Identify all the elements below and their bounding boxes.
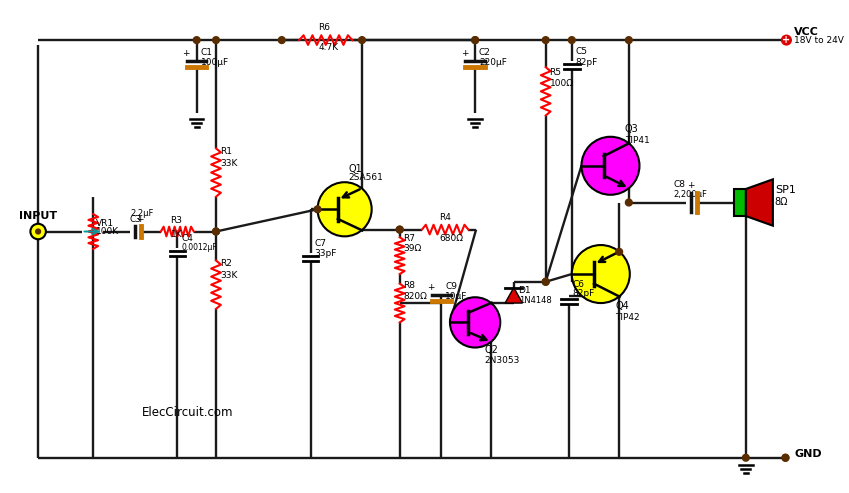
Text: R2: R2 (220, 259, 232, 268)
Text: C7: C7 (315, 239, 327, 248)
Circle shape (396, 226, 403, 233)
Text: Q3: Q3 (625, 124, 638, 134)
Text: 33K: 33K (220, 271, 237, 280)
Circle shape (782, 455, 789, 461)
Circle shape (782, 455, 789, 461)
Circle shape (472, 36, 479, 43)
Circle shape (396, 226, 403, 233)
Text: +: + (687, 181, 694, 190)
Text: C8: C8 (673, 180, 685, 189)
Text: Q2: Q2 (485, 345, 498, 355)
Circle shape (212, 228, 219, 235)
Text: C3: C3 (130, 215, 142, 224)
Text: 1N4148: 1N4148 (519, 296, 551, 305)
Circle shape (278, 36, 285, 43)
Text: 33pF: 33pF (315, 248, 337, 258)
Circle shape (358, 36, 365, 43)
Circle shape (36, 229, 41, 234)
Text: 680Ω: 680Ω (439, 234, 464, 243)
Text: +: + (136, 215, 143, 224)
Text: 82pF: 82pF (573, 289, 595, 298)
Circle shape (782, 35, 791, 45)
Text: +: + (783, 35, 790, 45)
Circle shape (582, 137, 639, 195)
Text: R8: R8 (403, 281, 415, 289)
Circle shape (543, 36, 549, 43)
Text: C6: C6 (573, 280, 585, 288)
Text: R7: R7 (403, 234, 415, 243)
Text: R3: R3 (171, 216, 183, 225)
Circle shape (571, 245, 630, 303)
Text: 0.0012µF: 0.0012µF (181, 243, 217, 252)
Bar (734, 189, 745, 216)
Text: C4: C4 (181, 234, 193, 243)
Text: GND: GND (794, 449, 822, 458)
Circle shape (543, 279, 549, 285)
Text: 82pF: 82pF (576, 58, 598, 67)
Circle shape (31, 224, 46, 239)
Text: 4.7K: 4.7K (318, 43, 339, 52)
Text: ElecCircuit.com: ElecCircuit.com (142, 406, 233, 419)
Circle shape (194, 36, 200, 43)
Text: +: + (427, 283, 435, 292)
Circle shape (742, 455, 749, 461)
Text: 820Ω: 820Ω (403, 292, 427, 301)
Text: 1K: 1K (171, 230, 183, 239)
Text: 10µF: 10µF (445, 292, 468, 301)
Text: 8Ω: 8Ω (775, 197, 789, 208)
Circle shape (616, 248, 622, 255)
Text: 33K: 33K (220, 159, 237, 168)
Text: Q1: Q1 (348, 164, 363, 174)
Text: SP1: SP1 (775, 185, 796, 195)
Text: R1: R1 (220, 147, 232, 156)
Circle shape (314, 206, 321, 212)
Text: 39Ω: 39Ω (403, 244, 422, 253)
Text: +: + (461, 49, 468, 59)
Text: 2N3053: 2N3053 (485, 356, 520, 365)
Text: VCC: VCC (794, 27, 819, 37)
Circle shape (626, 199, 633, 206)
Text: 100µF: 100µF (200, 58, 228, 67)
Text: C2: C2 (479, 48, 491, 58)
Text: 2.2µF: 2.2µF (130, 209, 154, 218)
Circle shape (472, 36, 479, 43)
Polygon shape (745, 179, 773, 226)
Circle shape (626, 36, 633, 43)
Circle shape (543, 279, 549, 285)
Text: D1: D1 (519, 286, 531, 295)
Circle shape (212, 36, 219, 43)
Text: +: + (183, 49, 189, 59)
Text: C5: C5 (576, 46, 588, 56)
Text: C9: C9 (445, 282, 457, 291)
Text: TIP41: TIP41 (625, 136, 649, 144)
Text: 100Ω: 100Ω (549, 79, 574, 88)
Text: 220µF: 220µF (479, 58, 507, 67)
Text: Q4: Q4 (616, 301, 629, 311)
Text: TIP42: TIP42 (616, 314, 640, 322)
Text: R6: R6 (318, 23, 330, 33)
Text: C1: C1 (200, 48, 212, 58)
Text: R4: R4 (439, 213, 451, 222)
Text: VR1: VR1 (96, 219, 115, 228)
Polygon shape (505, 287, 522, 303)
Text: 2,200µF: 2,200µF (673, 190, 707, 199)
Circle shape (212, 228, 219, 235)
Text: 100K: 100K (96, 227, 119, 236)
Text: INPUT: INPUT (19, 211, 57, 221)
Circle shape (318, 182, 372, 236)
Text: 18V to 24V: 18V to 24V (794, 36, 844, 45)
Circle shape (569, 36, 575, 43)
Text: R5: R5 (549, 68, 561, 77)
Circle shape (450, 297, 500, 348)
Text: 2SA561: 2SA561 (348, 173, 384, 182)
